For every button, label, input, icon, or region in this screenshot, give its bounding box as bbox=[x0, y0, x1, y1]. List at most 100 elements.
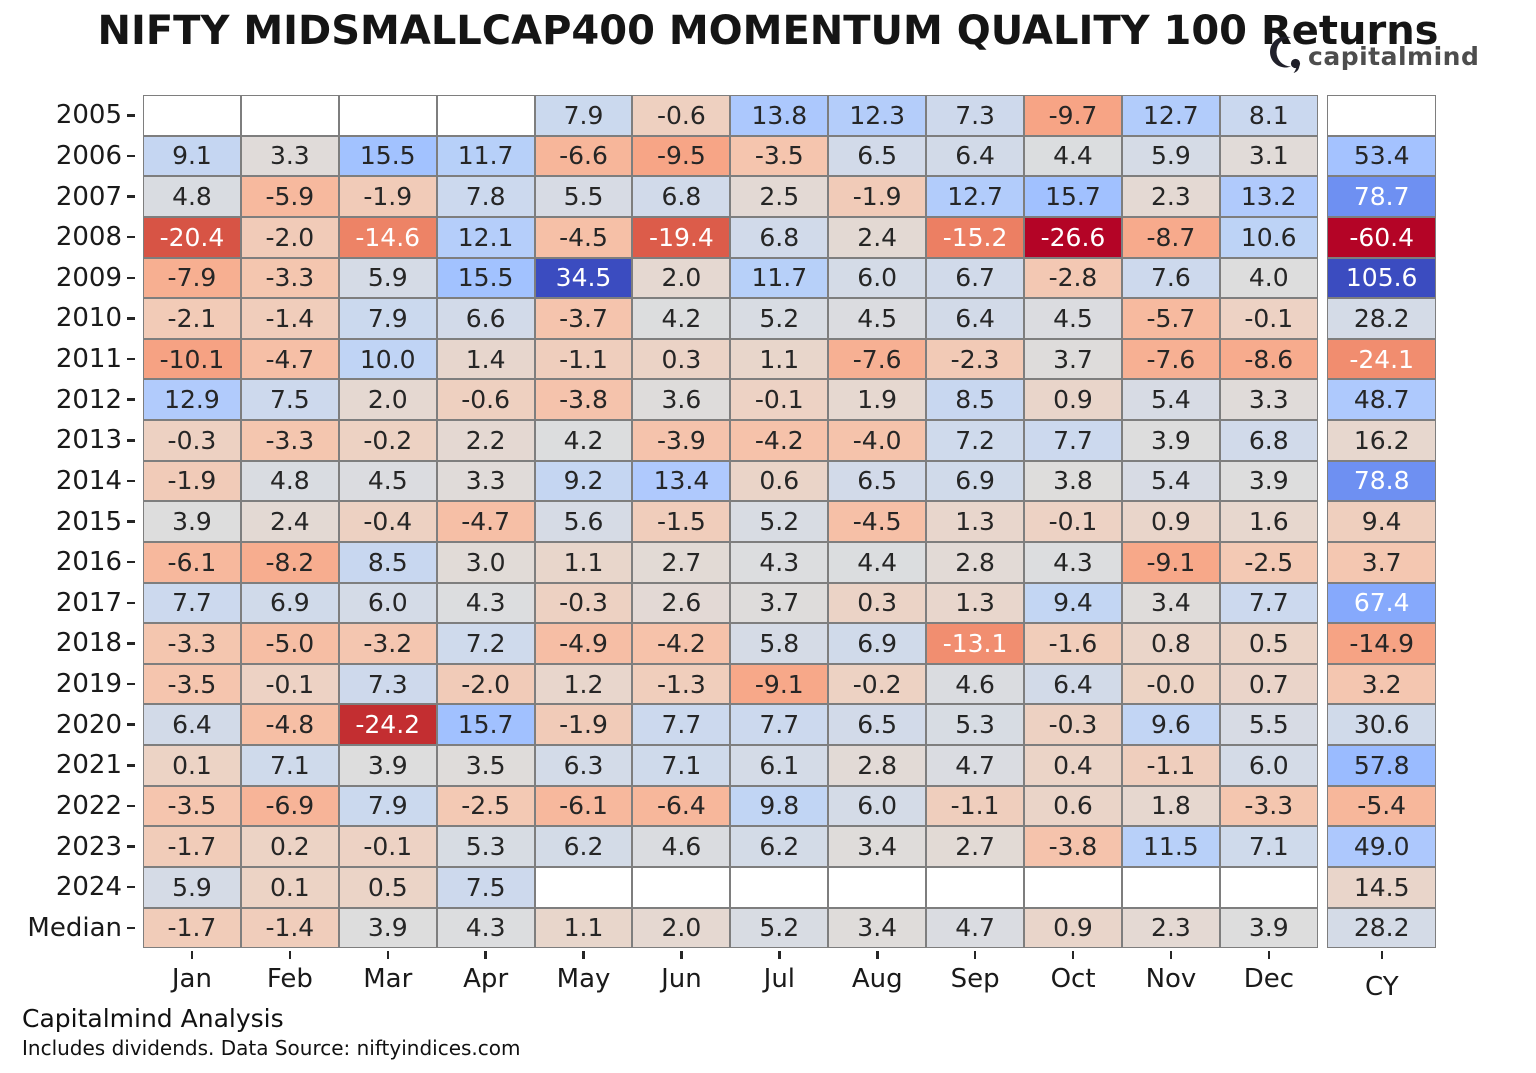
heatmap-cell-median-jan: -1.7 bbox=[143, 907, 241, 949]
heatmap-cell-2007-mar: -1.9 bbox=[338, 176, 437, 217]
column-gap bbox=[1318, 95, 1328, 136]
heatmap-cell-2015-oct: -0.1 bbox=[1024, 501, 1122, 542]
heatmap-cell-2017-jan: 7.7 bbox=[143, 582, 241, 624]
heatmap-cell-2022-may: -6.1 bbox=[534, 785, 633, 827]
heatmap-cell-2006-apr: 11.7 bbox=[436, 135, 535, 177]
column-gap bbox=[1318, 786, 1328, 827]
heatmap-cell-2010-jul: 5.2 bbox=[730, 298, 829, 339]
capitalmind-logo-text: capitalmind bbox=[1308, 42, 1480, 71]
y-tick-mark bbox=[127, 926, 135, 930]
column-gap bbox=[1318, 704, 1328, 745]
heatmap-cell-2018-feb: -5.0 bbox=[240, 623, 339, 664]
heatmap-cell-2006-jun: -9.5 bbox=[632, 135, 731, 177]
column-gap bbox=[1318, 583, 1328, 624]
col-label-jul: Jul bbox=[763, 964, 796, 994]
heatmap-cell-2017-cy: 67.4 bbox=[1327, 582, 1437, 624]
row-label-text: 2011 bbox=[55, 344, 122, 375]
heatmap-cell-median-jul: 5.2 bbox=[730, 907, 829, 949]
heatmap-cell-2012-nov: 5.4 bbox=[1121, 379, 1220, 420]
heatmap-cell-2007-nov: 2.3 bbox=[1121, 176, 1220, 217]
column-gap bbox=[1318, 664, 1328, 705]
heatmap-cell-2010-apr: 6.6 bbox=[436, 298, 535, 339]
column-gap bbox=[1318, 339, 1328, 380]
heatmap-cell-2012-jun: 3.6 bbox=[632, 379, 731, 420]
heatmap-cell-2021-aug: 2.8 bbox=[828, 745, 927, 786]
heatmap-cell-2013-cy: 16.2 bbox=[1327, 420, 1437, 461]
heatmap-cell-2021-cy: 57.8 bbox=[1327, 745, 1437, 786]
column-gap bbox=[1318, 867, 1328, 908]
heatmap-cell-2016-apr: 3.0 bbox=[436, 541, 535, 583]
heatmap-cell-2008-mar: -14.6 bbox=[338, 216, 437, 258]
heatmap-cell-2018-apr: 7.2 bbox=[436, 623, 535, 664]
row-label-text: 2012 bbox=[55, 384, 122, 415]
row-label-2005: 2005 bbox=[0, 95, 143, 136]
col-label-nov: Nov bbox=[1145, 964, 1197, 994]
heatmap-cell-2017-jun: 2.6 bbox=[632, 582, 731, 624]
row-label-2019: 2019 bbox=[0, 664, 143, 705]
row-label-2011: 2011 bbox=[0, 339, 143, 380]
y-tick-mark bbox=[127, 845, 135, 848]
heatmap-cell-2023-feb: 0.2 bbox=[240, 826, 339, 867]
y-tick-mark bbox=[127, 885, 135, 889]
heatmap-cell-2020-mar: -24.2 bbox=[338, 704, 437, 745]
heatmap-cell-2007-may: 5.5 bbox=[534, 176, 633, 217]
heatmap-cell-2021-oct: 0.4 bbox=[1024, 745, 1122, 786]
row-label-text: 2007 bbox=[55, 181, 122, 212]
heatmap-cell-2008-jun: -19.4 bbox=[632, 216, 731, 258]
heatmap-cell-2017-mar: 6.0 bbox=[338, 582, 437, 624]
heatmap-cell-2014-dec: 3.9 bbox=[1219, 460, 1318, 502]
heatmap-cell-2014-nov: 5.4 bbox=[1121, 460, 1220, 502]
heatmap-cell-2018-oct: -1.6 bbox=[1024, 623, 1122, 664]
heatmap-cell-2019-cy: 3.2 bbox=[1327, 663, 1437, 705]
heatmap-cell-2019-mar: 7.3 bbox=[338, 663, 437, 705]
heatmap-cell-2017-oct: 9.4 bbox=[1024, 582, 1122, 624]
heatmap-cell-2015-mar: -0.4 bbox=[338, 501, 437, 542]
heatmap-cell-2010-jan: -2.1 bbox=[143, 298, 241, 339]
row-label-text: 2013 bbox=[55, 425, 122, 456]
heatmap-cell-2023-apr: 5.3 bbox=[436, 826, 535, 867]
heatmap-cell-2016-jan: -6.1 bbox=[143, 541, 241, 583]
heatmap-cell-2020-cy: 30.6 bbox=[1327, 704, 1437, 745]
heatmap-cell-2022-mar: 7.9 bbox=[338, 785, 437, 827]
heatmap-cell-2020-sep: 5.3 bbox=[926, 704, 1025, 745]
col-label-may: May bbox=[556, 964, 611, 994]
heatmap-cell-2018-jan: -3.3 bbox=[143, 623, 241, 664]
heatmap-cell-2012-dec: 3.3 bbox=[1219, 379, 1318, 420]
heatmap-cell-2022-cy: -5.4 bbox=[1327, 785, 1437, 827]
x-tick-mark bbox=[1380, 951, 1384, 959]
heatmap-cell-2017-may: -0.3 bbox=[534, 582, 633, 624]
heatmap-cell-2024-cy: 14.5 bbox=[1327, 866, 1437, 908]
column-gap bbox=[1318, 461, 1328, 502]
col-label-feb: Feb bbox=[266, 964, 313, 994]
heatmap-cell-2012-cy: 48.7 bbox=[1327, 379, 1437, 420]
row-label-2008: 2008 bbox=[0, 217, 143, 258]
heatmap-cell-2022-jan: -3.5 bbox=[143, 785, 241, 827]
col-label-cy: CY bbox=[1365, 972, 1399, 1002]
x-tick-mark bbox=[288, 951, 292, 959]
heatmap-cell-2010-aug: 4.5 bbox=[828, 298, 927, 339]
row-label-2013: 2013 bbox=[0, 420, 143, 461]
y-tick-mark bbox=[127, 317, 135, 320]
row-label-text: 2016 bbox=[55, 547, 122, 578]
column-gap bbox=[1318, 258, 1328, 299]
heatmap-cell-2005-oct: -9.7 bbox=[1024, 95, 1122, 136]
heatmap-cell-2010-nov: -5.7 bbox=[1121, 298, 1220, 339]
y-tick-mark bbox=[127, 804, 135, 808]
heatmap-cell-2019-may: 1.2 bbox=[534, 663, 633, 705]
heatmap-cell-2020-jan: 6.4 bbox=[143, 704, 241, 745]
heatmap-cell-2024-may bbox=[534, 866, 633, 908]
heatmap-cell-2009-jan: -7.9 bbox=[143, 257, 241, 299]
heatmap-cell-2009-jun: 2.0 bbox=[632, 257, 731, 299]
heatmap-cell-2013-sep: 7.2 bbox=[926, 420, 1025, 461]
row-label-2017: 2017 bbox=[0, 583, 143, 624]
row-label-2006: 2006 bbox=[0, 136, 143, 177]
heatmap-cell-2011-sep: -2.3 bbox=[926, 338, 1025, 380]
heatmap-cell-2012-sep: 8.5 bbox=[926, 379, 1025, 420]
y-tick-mark bbox=[127, 560, 135, 564]
heatmap-cell-2008-apr: 12.1 bbox=[436, 216, 535, 258]
heatmap-cell-2019-aug: -0.2 bbox=[828, 663, 927, 705]
heatmap-cell-median-jun: 2.0 bbox=[632, 907, 731, 949]
heatmap-cell-2013-dec: 6.8 bbox=[1219, 420, 1318, 461]
heatmap-cell-2011-feb: -4.7 bbox=[240, 338, 339, 380]
